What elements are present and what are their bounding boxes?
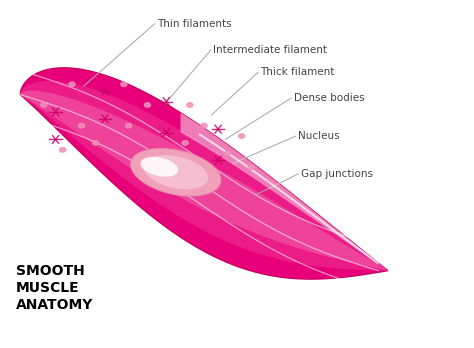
Circle shape xyxy=(145,103,151,107)
Text: Thin filaments: Thin filaments xyxy=(157,19,231,29)
Polygon shape xyxy=(140,157,178,177)
Text: SMOOTH
MUSCLE
ANATOMY: SMOOTH MUSCLE ANATOMY xyxy=(16,264,93,312)
Text: Intermediate filament: Intermediate filament xyxy=(213,45,328,55)
Text: Dense bodies: Dense bodies xyxy=(293,93,364,103)
Polygon shape xyxy=(20,68,388,279)
Circle shape xyxy=(78,124,84,128)
Polygon shape xyxy=(131,149,221,196)
Circle shape xyxy=(248,165,254,169)
Circle shape xyxy=(121,82,127,87)
Circle shape xyxy=(182,141,188,145)
Circle shape xyxy=(126,124,132,128)
Polygon shape xyxy=(143,155,208,189)
Circle shape xyxy=(41,103,47,107)
Polygon shape xyxy=(20,90,388,271)
Circle shape xyxy=(187,103,193,107)
Polygon shape xyxy=(181,113,387,270)
Text: Nucleus: Nucleus xyxy=(298,131,340,141)
Circle shape xyxy=(225,151,231,156)
Circle shape xyxy=(201,124,207,128)
Text: Thick filament: Thick filament xyxy=(261,67,335,77)
Text: Gap junctions: Gap junctions xyxy=(301,169,373,179)
Circle shape xyxy=(238,134,245,138)
Circle shape xyxy=(69,82,75,87)
Polygon shape xyxy=(20,81,388,271)
Circle shape xyxy=(60,148,66,152)
Circle shape xyxy=(92,141,99,145)
